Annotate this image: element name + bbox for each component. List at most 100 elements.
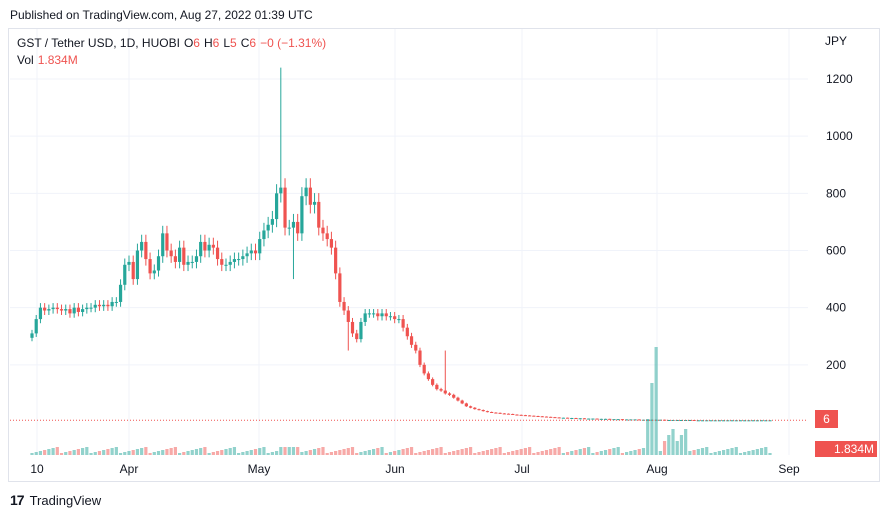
volume-bar: [317, 448, 321, 455]
candle-body: [89, 307, 93, 309]
candle-body: [511, 413, 515, 415]
candle-body: [549, 416, 553, 418]
volume-bar: [679, 435, 684, 455]
candle-body: [401, 319, 405, 328]
volume-bars: [30, 347, 772, 455]
volume-bar: [312, 449, 317, 455]
volume-bar: [308, 450, 312, 455]
candle-body: [199, 241, 203, 257]
volume-bar: [452, 451, 456, 455]
volume-bar: [528, 447, 532, 455]
candle-body: [422, 364, 426, 374]
volume-bar: [232, 447, 237, 455]
volume-bar: [684, 429, 688, 455]
x-tick-label: 10: [30, 462, 44, 476]
volume-bar: [296, 447, 300, 455]
candle-body: [270, 219, 274, 225]
candle-body: [304, 187, 308, 197]
volume-bar: [612, 448, 616, 455]
volume-bar: [249, 450, 253, 455]
y-tick-label: 400: [826, 301, 846, 315]
volume-bar: [152, 452, 156, 455]
volume-bar: [511, 451, 515, 455]
volume-bar: [300, 452, 304, 455]
volume-bar: [258, 448, 262, 455]
volume-bar: [549, 449, 553, 455]
candle-body: [38, 307, 43, 320]
candle-body: [393, 316, 397, 320]
candle-body: [350, 321, 355, 334]
x-tick-label: Aug: [646, 462, 667, 476]
volume-bar: [371, 449, 376, 455]
volume-bar: [456, 450, 460, 455]
volume-bar: [523, 448, 528, 455]
volume-bar: [717, 451, 721, 455]
candle-body: [431, 379, 435, 385]
legend-open-label: O: [183, 36, 194, 50]
candle-body: [110, 301, 114, 307]
volume-bar: [481, 451, 485, 455]
volume-bar: [135, 449, 140, 455]
candle-body: [570, 417, 574, 419]
footer[interactable]: 17 TradingView: [10, 492, 101, 508]
candle-body: [152, 270, 156, 274]
candle-body: [625, 419, 629, 421]
volume-bar: [68, 451, 72, 455]
volume-bar: [599, 451, 603, 455]
candle-body: [667, 419, 671, 421]
volume-bar: [291, 447, 296, 455]
volume-bar: [519, 449, 523, 455]
volume-bar: [51, 448, 55, 455]
candle-body: [629, 419, 633, 421]
candle-body: [245, 253, 249, 257]
volume-bar: [178, 453, 182, 455]
candle-body: [599, 418, 603, 420]
volume-bar: [342, 449, 346, 455]
volume-bar: [764, 447, 768, 455]
candle-body: [468, 406, 473, 408]
volume-bar: [582, 448, 587, 455]
candle-body: [738, 420, 743, 422]
volume-bar: [688, 451, 692, 455]
currency-label[interactable]: JPY: [825, 34, 848, 48]
candle-body: [675, 419, 679, 421]
volume-bar: [173, 447, 177, 455]
candle-body: [528, 415, 532, 417]
candle-body: [709, 420, 713, 422]
volume-bar: [97, 451, 102, 455]
candle-body: [696, 420, 700, 422]
volume-bar: [355, 453, 359, 455]
candle-body: [490, 411, 494, 413]
volume-bar: [190, 450, 194, 455]
volume-bar: [439, 447, 443, 455]
candle-body: [553, 417, 557, 419]
volume-bar: [321, 447, 325, 455]
volume-bar: [409, 447, 414, 455]
volume-bar: [140, 448, 144, 455]
volume-bar: [747, 451, 751, 455]
candle-body: [156, 256, 161, 271]
candle-body: [34, 319, 38, 334]
volume-bar: [81, 448, 85, 455]
volume-bar: [334, 451, 338, 455]
volume-bar: [131, 450, 135, 455]
candle-body: [135, 250, 140, 280]
candle-body: [371, 313, 376, 315]
candle-body: [384, 313, 388, 317]
volume-bar: [738, 453, 743, 455]
candle-body: [477, 409, 481, 411]
volume-bar: [722, 450, 726, 455]
candle-body: [325, 233, 329, 240]
candle-body: [633, 419, 637, 421]
candle-body: [591, 418, 595, 420]
volume-bar: [194, 449, 199, 455]
volume-bar: [650, 383, 654, 455]
volume-bar: [629, 451, 633, 455]
volume-bar: [34, 452, 38, 455]
candle-body: [51, 307, 55, 310]
volume-bar: [165, 449, 169, 455]
x-tick-label: Apr: [120, 462, 139, 476]
candle-body: [321, 227, 325, 234]
